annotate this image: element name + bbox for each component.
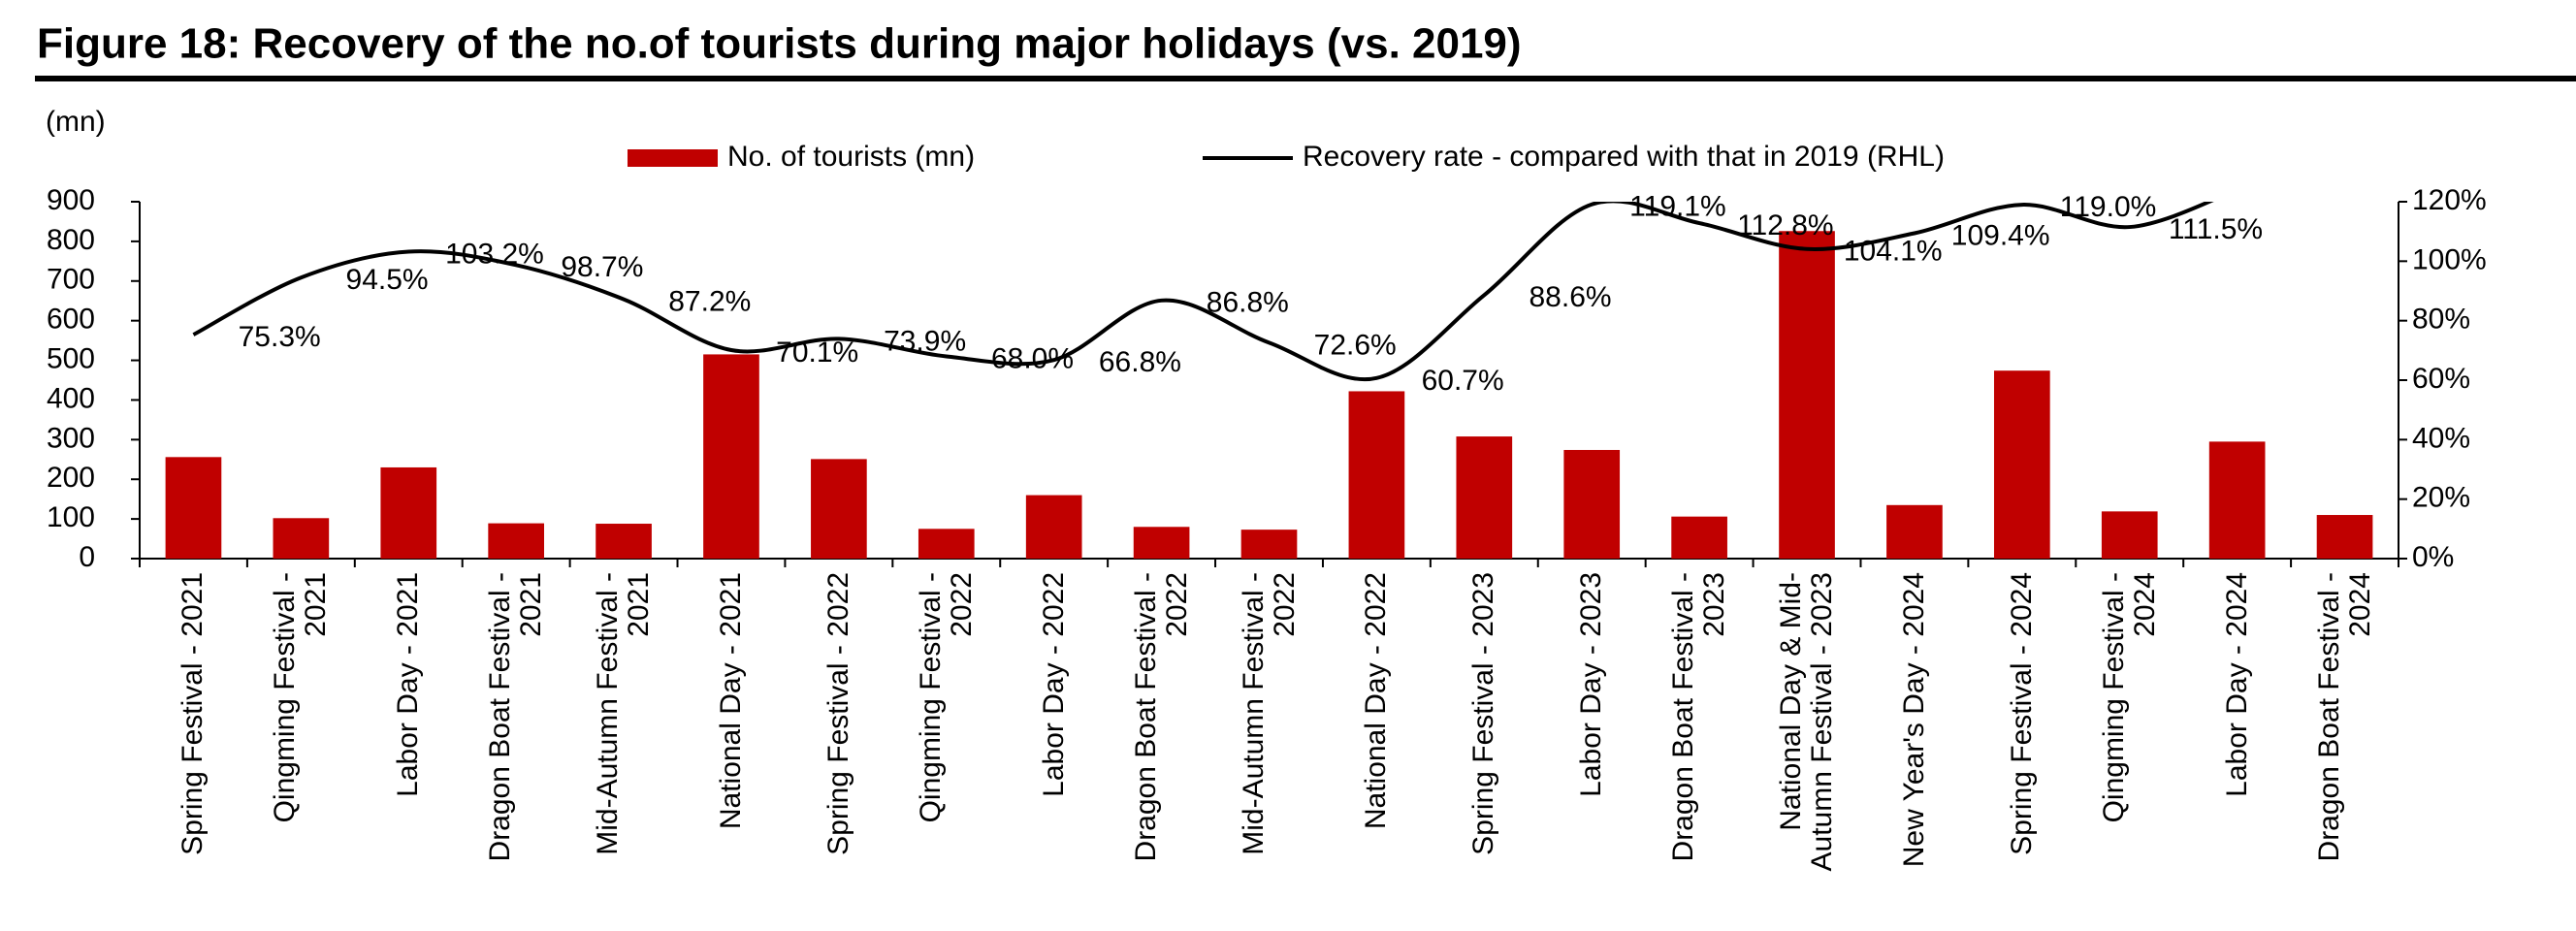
- bar: [2208, 441, 2266, 559]
- x-tick-label: Qingming Festival - 2021: [269, 572, 333, 823]
- x-tick-label: Mid-Autumn Festival - 2022: [1237, 572, 1301, 855]
- bar: [273, 518, 330, 559]
- x-tick-label: Spring Festival - 2024: [2005, 572, 2038, 855]
- x-tick-label: New Year's Day - 2024: [1897, 572, 1930, 868]
- y-tick-label: 100: [47, 501, 95, 533]
- y-tick-label: 0: [79, 541, 95, 573]
- y2-tick-label: 40%: [2412, 422, 2470, 454]
- data-label: 66.8%: [1099, 346, 1181, 378]
- x-tick-label: Dragon Boat Festival - 2024: [2312, 572, 2376, 862]
- bar: [1779, 231, 1835, 559]
- legend-swatch: [628, 149, 718, 167]
- bar: [380, 466, 437, 559]
- x-tick-label: Mid-Autumn Festival - 2021: [592, 572, 656, 855]
- data-label: 112.8%: [1737, 209, 1834, 241]
- data-label: 119.0%: [2060, 191, 2157, 223]
- line-group: [192, 202, 2214, 382]
- data-label: 86.8%: [1207, 287, 1289, 319]
- y-tick-label: 900: [47, 184, 95, 216]
- bar: [1240, 530, 1298, 559]
- bar: [2316, 515, 2373, 559]
- x-tick-label: Labor Day - 2022: [1037, 572, 1070, 797]
- x-tick-label: Labor Day - 2021: [392, 572, 425, 797]
- data-label: 103.2%: [445, 238, 544, 270]
- y2-tick-label: 60%: [2412, 363, 2470, 395]
- y-tick-label: 200: [47, 462, 95, 494]
- data-label: 73.9%: [884, 325, 966, 357]
- bar: [1025, 495, 1082, 559]
- y2-tick-label: 20%: [2412, 482, 2470, 514]
- bar: [1886, 504, 1943, 559]
- data-label: 72.6%: [1314, 329, 1397, 361]
- bar: [1456, 436, 1513, 559]
- x-tick-label: Spring Festival - 2021: [177, 572, 209, 855]
- data-label: 75.3%: [239, 321, 321, 353]
- data-label: 60.7%: [1422, 365, 1504, 397]
- x-tick-label: Labor Day - 2023: [1575, 572, 1608, 797]
- y-tick-label: 700: [47, 264, 95, 296]
- data-label: 98.7%: [561, 251, 643, 283]
- bar: [165, 457, 222, 559]
- data-label: 109.4%: [1951, 219, 2050, 251]
- x-tick-label: Spring Festival - 2023: [1467, 572, 1500, 855]
- x-tick-label: Dragon Boat Festival - 2023: [1667, 572, 1731, 862]
- bar: [1563, 449, 1621, 559]
- y-tick-label: 400: [47, 382, 95, 414]
- x-tick-label: Spring Festival - 2022: [821, 572, 854, 855]
- legend-label: No. of tourists (mn): [727, 141, 975, 173]
- data-label: 104.1%: [1844, 236, 1943, 268]
- x-tick-label: Dragon Boat Festival - 2021: [484, 572, 548, 862]
- x-tick-label: National Day & Mid-Autumn Festival - 202…: [1775, 572, 1839, 872]
- data-label: 70.1%: [776, 337, 858, 369]
- bar: [703, 354, 759, 559]
- data-label: 94.5%: [346, 264, 429, 296]
- y-unit-label: (mn): [46, 106, 106, 138]
- x-tick-label: Labor Day - 2024: [2220, 572, 2253, 797]
- chart-title: Figure 18: Recovery of the no.of tourist…: [37, 20, 1522, 68]
- x-tick-label: Qingming Festival - 2022: [914, 572, 978, 823]
- y2-tick-label: 120%: [2412, 184, 2487, 216]
- bar: [596, 524, 652, 559]
- data-label: 87.2%: [668, 286, 751, 318]
- y-tick-label: 500: [47, 342, 95, 374]
- legend-label: Recovery rate - compared with that in 20…: [1303, 141, 1945, 173]
- x-tick-label: National Day - 2021: [714, 572, 747, 830]
- x-tick-label: Qingming Festival - 2024: [2097, 572, 2161, 823]
- bar: [1671, 516, 1727, 559]
- data-label: 68.0%: [991, 342, 1074, 374]
- bar: [1993, 370, 2050, 559]
- line: [192, 202, 2214, 382]
- bar: [1133, 527, 1190, 559]
- y2-tick-label: 80%: [2412, 304, 2470, 336]
- bar: [1348, 391, 1405, 559]
- x-tick-label: National Day - 2022: [1360, 572, 1393, 830]
- y2-tick-label: 100%: [2412, 243, 2487, 275]
- bar: [811, 459, 867, 559]
- bar: [488, 523, 545, 559]
- data-label: 119.1%: [1629, 191, 1726, 223]
- y-tick-label: 600: [47, 304, 95, 336]
- x-tick-label: Dragon Boat Festival - 2022: [1129, 572, 1193, 862]
- data-label: 111.5%: [2169, 213, 2263, 245]
- bar: [918, 529, 975, 559]
- y-tick-label: 800: [47, 224, 95, 256]
- title-rule: [35, 76, 2576, 81]
- y2-tick-label: 0%: [2412, 541, 2454, 573]
- bar: [2101, 511, 2158, 559]
- y-tick-label: 300: [47, 422, 95, 454]
- data-label: 88.6%: [1529, 281, 1611, 313]
